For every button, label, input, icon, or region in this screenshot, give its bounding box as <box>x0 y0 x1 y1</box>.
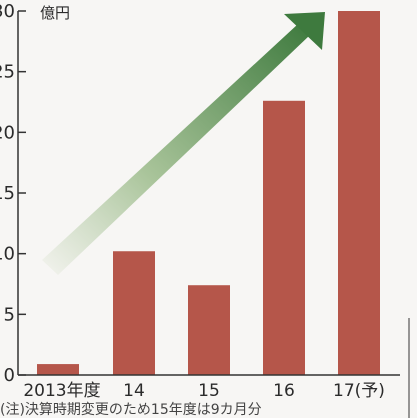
bar-0 <box>37 364 79 375</box>
y-tick-label: 20 <box>0 122 15 143</box>
y-unit-label: 億円 <box>40 4 70 22</box>
trend-arrow <box>42 12 325 275</box>
y-tick-label: 5 <box>4 304 15 325</box>
labels-layer: 2013年度 14 15 16 17(予) <box>23 381 385 401</box>
x-category-label: 14 <box>123 381 145 401</box>
y-tick-label: 15 <box>0 183 15 204</box>
y-tick-label: 10 <box>0 244 15 265</box>
y-tick-label: 0 <box>4 365 15 386</box>
trend-arrow-head <box>284 12 325 50</box>
bars-layer <box>37 11 380 375</box>
y-tick-label: 30 <box>0 1 15 22</box>
bar-1 <box>113 251 155 375</box>
chart-note: (注)決算時期変更のため15年度は9カ月分 <box>0 401 262 418</box>
x-category-label: 17(予) <box>333 381 385 401</box>
y-tick-label: 25 <box>0 62 15 83</box>
trend-arrow-body <box>42 24 310 275</box>
bar-4 <box>338 11 380 375</box>
x-category-label: 15 <box>198 381 220 401</box>
bar-2 <box>188 285 230 375</box>
x-category-label: 16 <box>273 381 295 401</box>
y-axis: 0 5 10 15 20 25 30 <box>0 1 400 386</box>
x-category-label: 2013年度 <box>23 381 100 401</box>
bar-3 <box>263 100 305 375</box>
